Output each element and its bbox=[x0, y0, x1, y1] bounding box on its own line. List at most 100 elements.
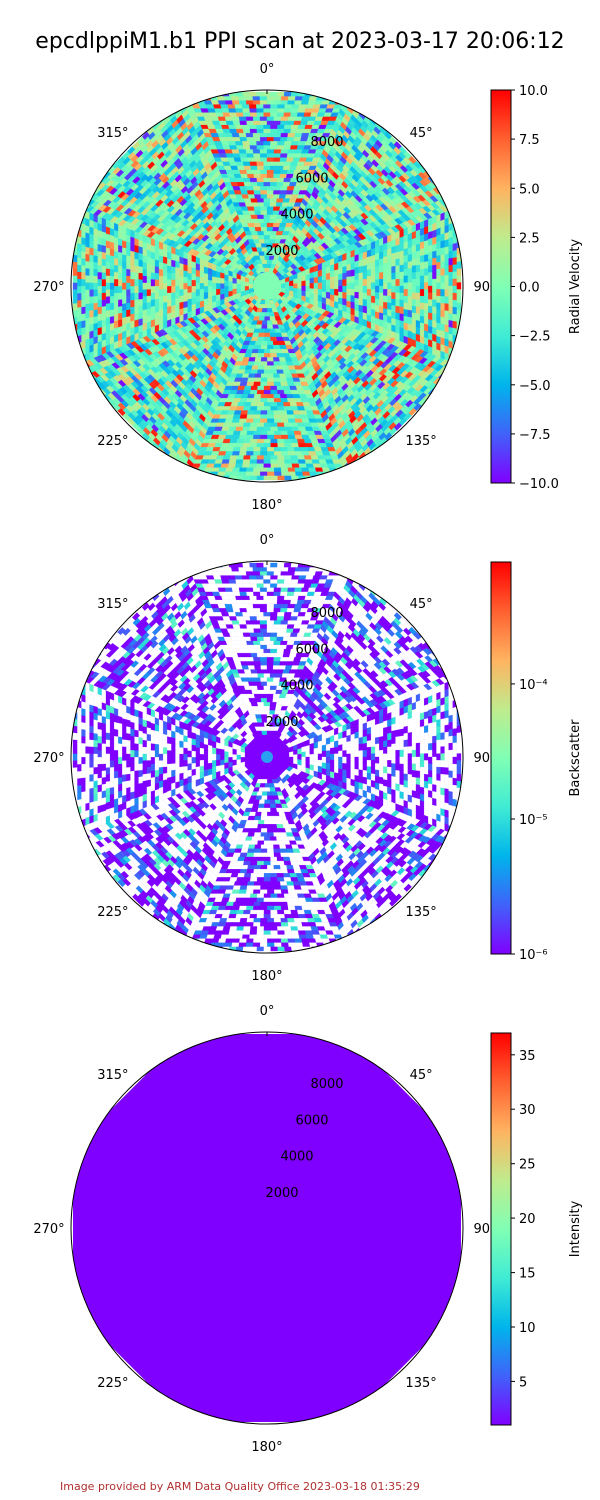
ppi-cell bbox=[276, 144, 285, 150]
ppi-cell bbox=[249, 108, 257, 113]
ppi-cell bbox=[134, 292, 139, 300]
ppi-cell bbox=[246, 410, 255, 415]
ppi-cell bbox=[280, 467, 289, 472]
ppi-cell bbox=[294, 418, 303, 423]
ppi-cell bbox=[255, 714, 262, 719]
ppi-cell bbox=[262, 734, 268, 739]
ppi-cell bbox=[440, 330, 445, 339]
ppi-cell bbox=[171, 461, 179, 471]
ppi-cell bbox=[243, 214, 252, 219]
ppi-cell bbox=[247, 206, 255, 211]
ppi-cell bbox=[89, 337, 94, 346]
ppi-cell bbox=[105, 323, 110, 332]
ppi-cell bbox=[419, 275, 425, 283]
ppi-cell bbox=[228, 280, 233, 287]
ppi-cell bbox=[101, 278, 106, 287]
ppi-cell bbox=[362, 258, 368, 267]
ppi-cell bbox=[249, 91, 257, 97]
ppi-cell bbox=[81, 299, 86, 308]
ppi-cell bbox=[358, 298, 364, 307]
ppi-cell bbox=[246, 394, 255, 399]
ppi-cell bbox=[355, 101, 363, 111]
ppi-cell bbox=[266, 149, 275, 154]
ppi-cell bbox=[271, 320, 278, 325]
ppi-cell bbox=[387, 241, 392, 250]
ppi-cell bbox=[256, 161, 264, 166]
ppi-cell bbox=[221, 108, 230, 113]
ppi-cell bbox=[259, 149, 268, 154]
ppi-cell bbox=[284, 463, 293, 468]
colorbar-scale bbox=[490, 89, 512, 484]
ppi-cell bbox=[191, 285, 196, 293]
ppi-cell bbox=[283, 177, 292, 183]
ppi-cell bbox=[76, 257, 82, 266]
ppi-cell bbox=[266, 398, 275, 403]
ppi-cell bbox=[266, 451, 275, 456]
ppi-cell bbox=[280, 418, 289, 423]
range-label: 6000 bbox=[295, 171, 328, 186]
ppi-cell bbox=[162, 262, 168, 271]
ppi-cell bbox=[290, 389, 299, 395]
ppi-cell bbox=[261, 259, 268, 264]
ppi-cell bbox=[250, 230, 259, 236]
ppi-cell bbox=[211, 120, 221, 125]
ppi-cell bbox=[415, 299, 421, 308]
ppi-cell bbox=[260, 361, 268, 366]
ppi-cell bbox=[411, 258, 417, 267]
ppi-cell bbox=[275, 349, 283, 354]
ppi-cell bbox=[428, 319, 433, 328]
ppi-cell bbox=[229, 144, 238, 150]
ppi-cell bbox=[105, 254, 110, 263]
ppi-cell bbox=[125, 302, 131, 311]
ppi-cell bbox=[280, 169, 288, 174]
ppi-cell bbox=[142, 275, 147, 283]
ppi-cell bbox=[158, 282, 164, 290]
ppi-cell bbox=[150, 292, 155, 300]
ppi-cell bbox=[85, 331, 90, 341]
ppi-cell bbox=[142, 254, 147, 263]
ppi-cell bbox=[233, 173, 242, 178]
ppi-cell bbox=[273, 394, 281, 399]
ppi-cell bbox=[342, 266, 347, 274]
ppi-cell bbox=[249, 389, 258, 395]
ppi-cell bbox=[391, 305, 396, 313]
ppi-cell bbox=[436, 248, 441, 257]
ppi-cell bbox=[303, 455, 312, 460]
ppi-cell bbox=[266, 226, 274, 232]
ppi-cell bbox=[273, 467, 282, 472]
ppi-cell bbox=[260, 226, 268, 232]
ppi-cell bbox=[279, 361, 287, 366]
ppi-cell bbox=[305, 756, 310, 764]
ppi-cell bbox=[432, 313, 437, 322]
ppi-cell bbox=[226, 173, 236, 178]
ppi-cell bbox=[310, 455, 319, 460]
ppi-cell bbox=[256, 459, 264, 464]
ppi-cell bbox=[81, 236, 86, 246]
ppi-cell bbox=[300, 153, 309, 158]
ppi-cell bbox=[395, 312, 400, 321]
ppi-cell bbox=[187, 285, 192, 293]
ppi-cell bbox=[280, 430, 288, 436]
ppi-cell bbox=[142, 322, 147, 331]
ppi-cell bbox=[263, 406, 271, 411]
ppi-cell bbox=[266, 308, 273, 313]
ppi-cell bbox=[162, 289, 168, 297]
ppi-cell bbox=[259, 430, 268, 436]
ppi-cell bbox=[222, 144, 231, 150]
ppi-cell bbox=[338, 475, 348, 481]
ppi-cell bbox=[232, 753, 237, 761]
ppi-cell bbox=[294, 100, 303, 105]
ppi-cell bbox=[436, 295, 441, 304]
ppi-cell bbox=[419, 268, 425, 277]
ppi-cell bbox=[411, 278, 417, 287]
ppi-cell bbox=[263, 165, 271, 170]
ppi-cell bbox=[231, 467, 240, 472]
ppi-cell bbox=[105, 268, 110, 276]
ppi-cell bbox=[279, 410, 288, 415]
ppi-cell bbox=[166, 272, 172, 280]
ppi-cell bbox=[260, 189, 268, 195]
ppi-cell bbox=[253, 222, 262, 228]
ppi-cell bbox=[232, 759, 237, 766]
colorbar-tick-label: 7.5 bbox=[519, 133, 540, 148]
ppi-cell bbox=[456, 343, 462, 353]
